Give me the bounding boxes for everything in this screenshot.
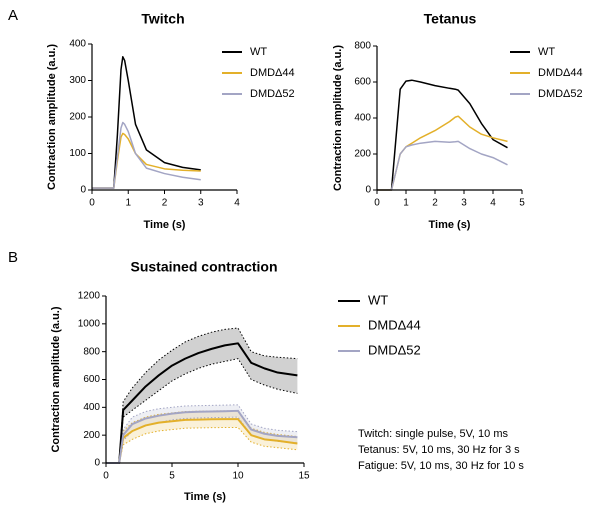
- x-tick-label: 0: [89, 198, 95, 209]
- chart-title: Tetanus: [424, 11, 477, 27]
- series-line: [106, 342, 298, 464]
- x-tick-label: 4: [490, 198, 496, 209]
- legend-label: DMDΔ44: [368, 317, 421, 332]
- series-line: [92, 132, 201, 189]
- x-tick-label: 2: [432, 198, 438, 209]
- x-axis-label: Time (s): [144, 219, 186, 231]
- x-tick-label: 2: [162, 198, 168, 209]
- legend-label: DMDΔ52: [250, 88, 295, 100]
- x-tick-label: 4: [234, 198, 240, 209]
- y-tick-label: 200: [69, 112, 86, 123]
- legend-label: DMDΔ44: [250, 67, 295, 79]
- y-tick-label: 400: [69, 39, 86, 50]
- y-tick-label: 200: [354, 149, 371, 160]
- y-tick-label: 0: [365, 185, 371, 196]
- y-tick-label: 800: [83, 346, 100, 357]
- legend-label: WT: [250, 46, 267, 58]
- y-axis-label: Contraction amplitude (a.u.): [332, 45, 344, 191]
- series-line: [106, 418, 298, 464]
- y-tick-label: 400: [354, 113, 371, 124]
- series-line: [106, 409, 298, 464]
- y-axis-label: Contraction amplitude (a.u.): [46, 44, 58, 190]
- series-line: [377, 79, 508, 191]
- y-tick-label: 300: [69, 75, 86, 86]
- x-axis-label: Time (s): [184, 491, 226, 503]
- panel-label: A: [8, 7, 18, 24]
- x-tick-label: 1: [125, 198, 131, 209]
- x-tick-label: 15: [298, 471, 310, 482]
- y-tick-label: 400: [83, 402, 100, 413]
- legend-label: DMDΔ52: [368, 342, 421, 357]
- error-line: [106, 404, 298, 464]
- series-line: [377, 140, 508, 191]
- x-tick-label: 5: [519, 198, 525, 209]
- legend-label: WT: [538, 46, 555, 58]
- x-axis-label: Time (s): [429, 219, 471, 231]
- x-tick-label: 1: [403, 198, 409, 209]
- error-line: [106, 410, 298, 464]
- x-tick-label: 5: [169, 471, 175, 482]
- error-line: [106, 327, 298, 464]
- y-tick-label: 1200: [78, 291, 101, 302]
- x-tick-label: 3: [461, 198, 467, 209]
- y-tick-label: 100: [69, 148, 86, 159]
- error-band: [106, 404, 298, 463]
- y-tick-label: 0: [94, 458, 100, 469]
- series-line: [92, 56, 201, 189]
- y-tick-label: 200: [83, 430, 100, 441]
- y-tick-label: 0: [80, 185, 86, 196]
- series-line: [92, 121, 201, 189]
- x-tick-label: 10: [232, 471, 244, 482]
- y-tick-label: 800: [354, 41, 371, 52]
- x-tick-label: 0: [374, 198, 380, 209]
- legend-label: DMDΔ44: [538, 67, 583, 79]
- error-line: [106, 427, 298, 464]
- panel-label: B: [8, 249, 18, 266]
- note: Fatigue: 5V, 10 ms, 30 Hz for 10 s: [358, 460, 524, 472]
- y-axis-label: Contraction amplitude (a.u.): [50, 306, 62, 452]
- y-tick-label: 600: [83, 374, 100, 385]
- note: Tetanus: 5V, 10 ms, 30 Hz for 3 s: [358, 444, 520, 456]
- x-tick-label: 0: [103, 471, 109, 482]
- chart-title: Twitch: [141, 11, 184, 27]
- legend-label: DMDΔ52: [538, 88, 583, 100]
- x-tick-label: 3: [198, 198, 204, 209]
- legend-label: WT: [368, 292, 388, 307]
- y-tick-label: 1000: [78, 318, 101, 329]
- note: Twitch: single pulse, 5V, 10 ms: [358, 428, 509, 440]
- chart-title: Sustained contraction: [130, 259, 277, 275]
- y-tick-label: 600: [354, 77, 371, 88]
